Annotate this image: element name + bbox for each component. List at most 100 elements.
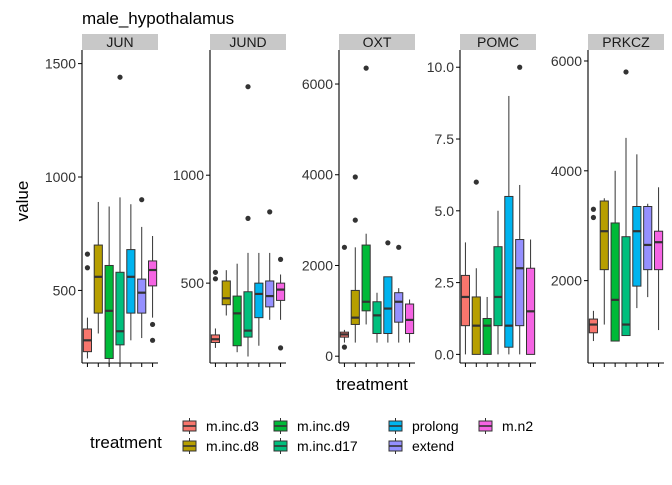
outlier-point — [245, 215, 251, 221]
outlier-point — [396, 244, 402, 250]
box-m-inc-d17 — [115, 74, 125, 366]
y-tick-label: 2000 — [551, 273, 582, 289]
y-tick-label: 6000 — [551, 53, 582, 69]
chart-title: male_hypothalamus — [82, 9, 234, 28]
box-prolong — [632, 154, 642, 309]
box-m-inc-d17 — [621, 69, 631, 337]
outlier-point — [212, 276, 219, 282]
box-m-n2 — [654, 187, 664, 331]
box-body — [361, 244, 371, 312]
y-tick-label: 2000 — [302, 257, 333, 273]
outlier-point — [352, 174, 358, 180]
outlier-point — [590, 214, 597, 221]
legend-label: m.inc.d9 — [297, 418, 350, 434]
outlier-point — [341, 344, 348, 350]
box-prolong — [126, 204, 136, 341]
box-body — [243, 291, 253, 338]
outlier-point — [117, 74, 123, 80]
outlier-point — [277, 345, 284, 351]
box-body — [493, 246, 503, 327]
box-body — [276, 282, 286, 301]
legend-label: prolong — [412, 418, 459, 434]
box-body — [350, 289, 360, 325]
box-extend — [515, 64, 525, 355]
box-m-inc-d8 — [221, 270, 231, 316]
box-body — [137, 278, 147, 314]
box-m-n2 — [148, 235, 158, 343]
outlier-point — [277, 256, 284, 262]
box-body — [265, 280, 275, 308]
box-body — [383, 276, 393, 335]
outlier-point — [590, 206, 597, 212]
box-m-inc-d9 — [482, 296, 492, 355]
y-tick-label: 7.5 — [435, 131, 455, 147]
legend-item-extend: extend — [388, 438, 454, 454]
box-prolong — [383, 240, 393, 343]
panel-pomc: POMC 0.0 2.5 5.0 7.5 10.0 — [427, 34, 536, 367]
facet-strip-label: PRKCZ — [602, 34, 650, 50]
y-tick-label: 0.0 — [435, 346, 455, 362]
box-body — [394, 292, 404, 323]
facet-strip-label: JUND — [229, 34, 266, 50]
box-m-n2 — [405, 299, 415, 343]
panel-jund: JUND 500 1000 — [173, 34, 286, 367]
box-body — [504, 195, 514, 348]
outlier-point — [149, 337, 156, 343]
legend: m.inc.d3 m.inc.d8 m.inc.d9 m.inc.d17 prolong… — [182, 418, 533, 454]
box-body — [221, 280, 231, 306]
outlier-point — [267, 209, 273, 215]
legend-item-m-inc-d9: m.inc.d9 — [273, 418, 350, 434]
legend-label: m.inc.d3 — [206, 418, 259, 434]
facet-strip — [460, 34, 536, 50]
box-extend — [137, 197, 147, 339]
y-tick-label: 1000 — [45, 169, 76, 185]
outlier-point — [385, 240, 391, 246]
y-tick-label: 2.5 — [435, 275, 455, 291]
box-m-inc-d3 — [339, 244, 350, 350]
box-body — [610, 222, 620, 342]
box-body — [232, 295, 242, 347]
box-m-inc-d8 — [471, 179, 481, 355]
box-body — [460, 274, 471, 327]
box-body — [104, 264, 114, 359]
box-body — [654, 230, 664, 271]
box-prolong — [504, 95, 514, 355]
outlier-point — [84, 265, 91, 271]
y-tick-label: 1500 — [45, 56, 76, 72]
box-prolong — [254, 252, 264, 346]
outlier-point — [245, 84, 251, 90]
y-tick-label: 0 — [325, 348, 333, 364]
box-m-n2 — [526, 239, 536, 355]
box-m-inc-d8 — [350, 174, 360, 343]
box-extend — [265, 209, 275, 320]
y-tick-label: 500 — [181, 275, 205, 291]
box-body — [148, 260, 158, 287]
box-m-inc-d3 — [82, 251, 92, 359]
box-m-inc-d8 — [93, 201, 103, 334]
outlier-point — [623, 69, 629, 75]
outlier-point — [352, 217, 358, 223]
box-m-inc-d8 — [599, 198, 609, 325]
box-extend — [394, 244, 404, 343]
box-m-inc-d9 — [232, 263, 242, 353]
box-body — [126, 249, 136, 314]
legend-label: extend — [412, 438, 454, 454]
legend-item-m-inc-d17: m.inc.d17 — [273, 438, 358, 454]
y-tick-label: 4000 — [302, 167, 333, 183]
box-extend — [643, 203, 653, 298]
box-body — [643, 206, 653, 271]
box-body — [405, 303, 415, 335]
legend-item-m-inc-d8: m.inc.d8 — [182, 438, 259, 454]
box-m-inc-d9 — [104, 206, 114, 366]
box-m-inc-d17 — [243, 84, 253, 357]
box-m-inc-d17 — [493, 210, 503, 355]
outlier-point — [363, 65, 369, 71]
outlier-point — [341, 244, 348, 250]
box-m-inc-d3 — [460, 242, 471, 355]
y-tick-label: 500 — [53, 282, 77, 298]
legend-label: m.n2 — [502, 418, 533, 434]
facet-strip-label: JUN — [106, 34, 133, 50]
legend-label: m.inc.d8 — [206, 438, 259, 454]
